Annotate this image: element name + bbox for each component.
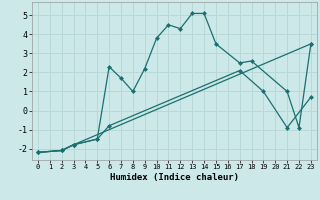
X-axis label: Humidex (Indice chaleur): Humidex (Indice chaleur) <box>110 173 239 182</box>
